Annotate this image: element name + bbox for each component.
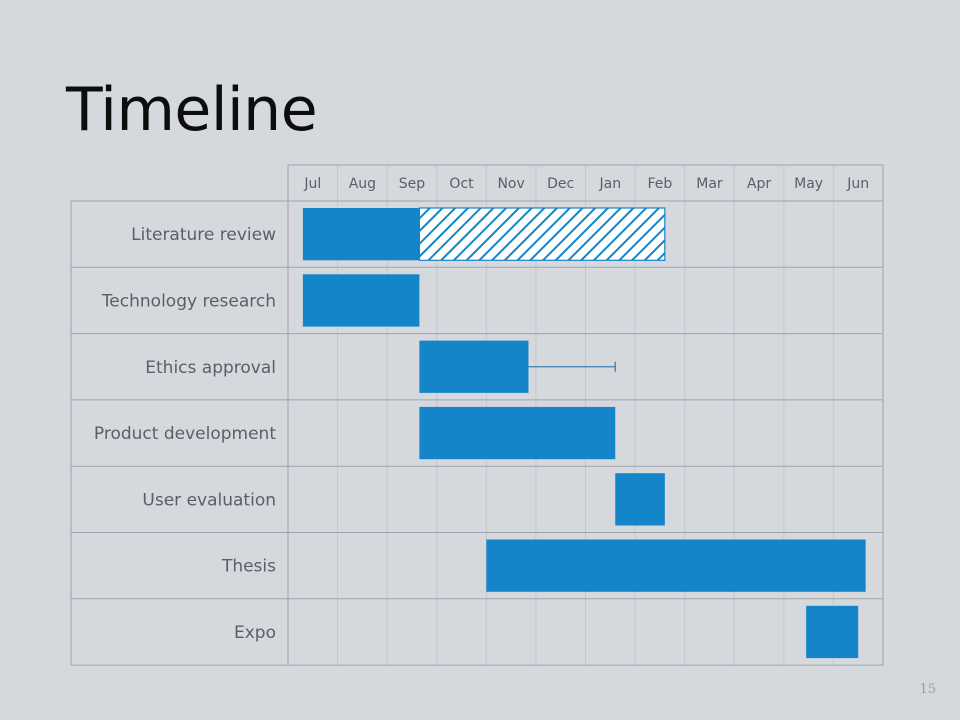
task-bar-literature-review-2 bbox=[418, 207, 666, 261]
month-label-dec: Dec bbox=[547, 176, 574, 192]
month-label-sep: Sep bbox=[399, 176, 426, 192]
task-label-technology-research: Technology research bbox=[101, 291, 276, 311]
month-label-jun: Jun bbox=[846, 176, 869, 192]
task-bar-user-evaluation bbox=[615, 473, 665, 526]
month-label-aug: Aug bbox=[349, 176, 376, 192]
task-label-literature-review: Literature review bbox=[131, 225, 276, 245]
month-label-jan: Jan bbox=[598, 176, 621, 192]
task-label-expo: Expo bbox=[234, 623, 276, 643]
task-label-thesis: Thesis bbox=[221, 557, 276, 577]
month-label-jul: Jul bbox=[303, 176, 321, 192]
month-label-feb: Feb bbox=[647, 176, 672, 192]
task-label-product-development: Product development bbox=[94, 424, 276, 444]
page-number: 15 bbox=[919, 682, 936, 697]
task-bar-thesis bbox=[486, 539, 866, 592]
task-bar-expo bbox=[806, 605, 859, 659]
month-label-oct: Oct bbox=[449, 176, 474, 192]
month-label-mar: Mar bbox=[696, 176, 723, 192]
task-label-user-evaluation: User evaluation bbox=[142, 490, 276, 510]
task-bar-literature-review-1 bbox=[302, 208, 420, 261]
task-bar-product-development bbox=[419, 406, 616, 460]
page-title: Timeline bbox=[66, 75, 318, 145]
task-bar-ethics-approval bbox=[419, 340, 529, 393]
month-label-nov: Nov bbox=[497, 176, 524, 192]
task-bar-technology-research bbox=[302, 274, 420, 327]
month-label-apr: Apr bbox=[747, 176, 771, 192]
task-label-ethics-approval: Ethics approval bbox=[145, 358, 276, 378]
month-label-may: May bbox=[794, 176, 823, 192]
